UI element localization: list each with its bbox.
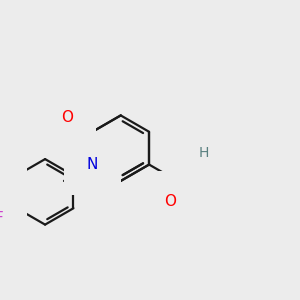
Text: O: O xyxy=(164,194,176,209)
Text: O: O xyxy=(61,110,73,125)
Text: H: H xyxy=(199,146,209,160)
Text: O: O xyxy=(185,156,197,171)
Text: N: N xyxy=(87,157,98,172)
Text: F: F xyxy=(0,211,4,226)
